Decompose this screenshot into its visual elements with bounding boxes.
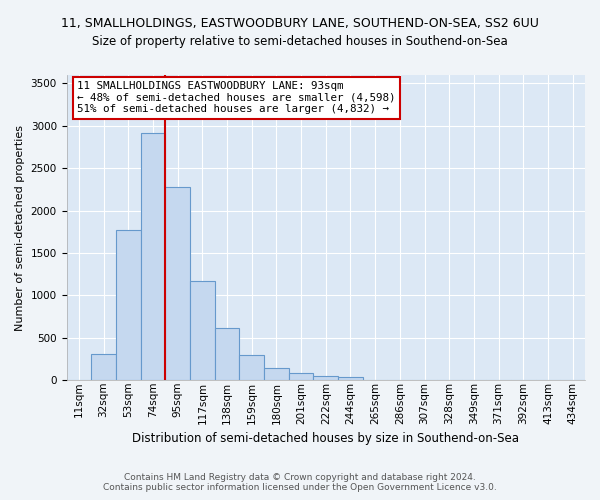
Bar	[190, 281, 215, 380]
Bar	[165, 187, 190, 380]
X-axis label: Distribution of semi-detached houses by size in Southend-on-Sea: Distribution of semi-detached houses by …	[132, 432, 519, 445]
Bar	[140, 132, 165, 380]
Bar	[338, 377, 363, 380]
Text: Contains public sector information licensed under the Open Government Licence v3: Contains public sector information licen…	[103, 484, 497, 492]
Text: Size of property relative to semi-detached houses in Southend-on-Sea: Size of property relative to semi-detach…	[92, 35, 508, 48]
Text: 11, SMALLHOLDINGS, EASTWOODBURY LANE, SOUTHEND-ON-SEA, SS2 6UU: 11, SMALLHOLDINGS, EASTWOODBURY LANE, SO…	[61, 18, 539, 30]
Bar	[91, 354, 116, 380]
Text: Contains HM Land Registry data © Crown copyright and database right 2024.: Contains HM Land Registry data © Crown c…	[124, 474, 476, 482]
Bar	[215, 328, 239, 380]
Bar	[264, 368, 289, 380]
Bar	[116, 230, 140, 380]
Text: 11 SMALLHOLDINGS EASTWOODBURY LANE: 93sqm
← 48% of semi-detached houses are smal: 11 SMALLHOLDINGS EASTWOODBURY LANE: 93sq…	[77, 81, 395, 114]
Y-axis label: Number of semi-detached properties: Number of semi-detached properties	[15, 124, 25, 330]
Bar	[313, 376, 338, 380]
Bar	[289, 374, 313, 380]
Bar	[239, 355, 264, 380]
